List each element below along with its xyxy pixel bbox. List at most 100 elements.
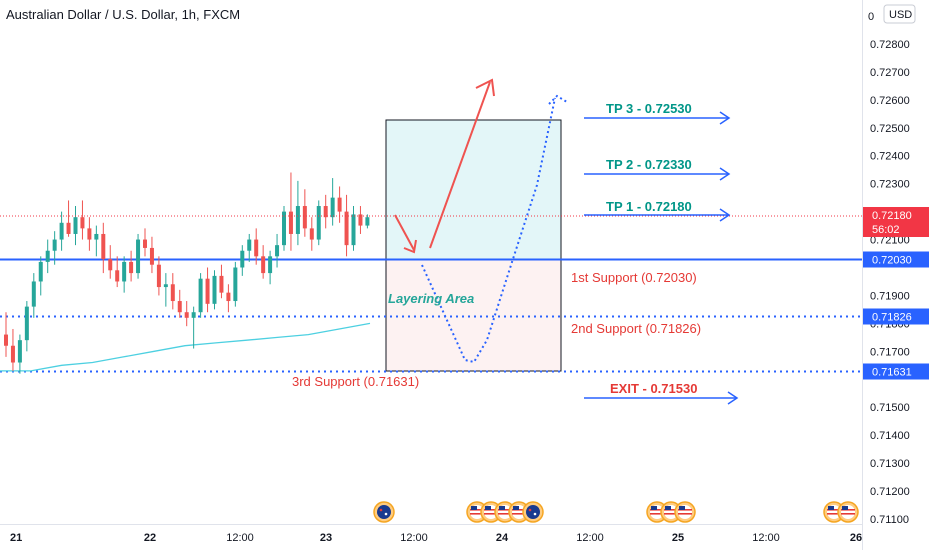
time-tick-label: 12:00 [226, 532, 254, 544]
candle-body [282, 211, 286, 246]
layering-area-label: Layering Area [388, 291, 474, 306]
ma-line [0, 322, 371, 372]
candle-body [129, 261, 134, 274]
tp1-arrow [584, 208, 731, 222]
tp2-arrow [584, 167, 731, 181]
price-tick-label: 0.72700 [870, 67, 910, 79]
time-tick-label: 12:00 [400, 532, 428, 544]
candle-body [59, 222, 64, 240]
candle-body [295, 206, 300, 234]
candle-body [149, 247, 154, 265]
support2-label: 2nd Support (0.71826) [571, 321, 701, 336]
price-tick-label: 0.71400 [870, 430, 910, 442]
candle-body [219, 275, 224, 293]
candle-body [233, 267, 238, 302]
rise-arrow-head [475, 78, 495, 97]
moving-average [0, 322, 371, 372]
candle-body [344, 211, 349, 246]
price-tick-label: 0.71200 [870, 486, 910, 498]
price-tick-label: 0.72600 [870, 95, 910, 107]
candle-body [163, 284, 168, 288]
level-price-tags: 0.72030 0.71826 0.71631 [863, 251, 929, 380]
symbol-title: Australian Dollar / U.S. Dollar, 1h, FXC… [6, 7, 240, 22]
support-levels [0, 258, 862, 373]
tp3-label: TP 3 - 0.72530 [606, 101, 692, 116]
candle-body [351, 214, 356, 246]
candle-body [337, 197, 342, 212]
candle-body [226, 292, 231, 302]
projected-path-head [548, 94, 568, 105]
time-tick-label: 26 [850, 532, 862, 544]
time-tick-label: 24 [496, 532, 509, 544]
time-tick-label: 12:00 [576, 532, 604, 544]
drop-arrow-head [403, 239, 417, 254]
time-axis[interactable]: 21 22 12:00 23 12:00 24 12:00 25 12:00 26 [10, 532, 862, 544]
candle-body [261, 256, 266, 274]
time-tick-label: 25 [672, 532, 684, 544]
candle-body [323, 206, 328, 218]
price-tick-label: 0.72500 [870, 123, 910, 135]
candle-body [212, 275, 217, 304]
exit-arrow [584, 391, 739, 405]
candle-body [66, 222, 71, 234]
currency-button[interactable] [883, 4, 916, 24]
candle-body [268, 256, 273, 274]
usd-flag-icon[interactable] [837, 501, 859, 523]
candle-body [177, 301, 182, 313]
candle-body [136, 239, 141, 274]
candle-body [316, 206, 321, 240]
price-tick-label: 0.71700 [870, 346, 910, 358]
candle-body [73, 217, 78, 234]
current-price-value: 0.72180 [872, 210, 912, 222]
level-tag-value: 0.72030 [872, 255, 912, 267]
candle-body [31, 281, 36, 307]
level-tag-bg [863, 251, 929, 268]
candle-body [365, 217, 370, 226]
candle-body [247, 239, 252, 251]
candle-body [254, 239, 259, 257]
candle-body [17, 340, 22, 363]
candle-body [101, 233, 106, 260]
candle-body [10, 345, 15, 363]
current-price-tag [863, 207, 929, 237]
price-tick-label: 0.72800 [870, 39, 910, 51]
level-tag-value: 0.71826 [872, 312, 912, 324]
candle-body [87, 228, 92, 240]
aud-flag-icon[interactable] [373, 501, 395, 523]
candle-body [94, 233, 99, 240]
level-tag-bg [863, 308, 929, 325]
candle-body [52, 239, 57, 251]
candle-body [240, 250, 245, 268]
time-tick-label: 22 [144, 532, 156, 544]
drop-arrow-line [394, 214, 415, 251]
tp3-arrow [584, 111, 731, 125]
candle-body [358, 214, 363, 226]
candle-body [275, 245, 280, 257]
candle-body [198, 278, 203, 313]
currency-label: USD [889, 9, 912, 21]
price-tick-label: 0.72300 [870, 179, 910, 191]
profit-zone-box [385, 119, 562, 261]
time-tick-label: 12:00 [752, 532, 780, 544]
candle-body [122, 261, 127, 282]
price-tick-label: 0.71500 [870, 402, 910, 414]
candle-body [184, 312, 189, 318]
candle-body [108, 259, 113, 271]
price-axis[interactable]: 0.72800 0.72700 0.72600 0.72500 0.72400 0.723… [870, 39, 910, 526]
aud-flag-icon[interactable] [522, 501, 544, 523]
candle-body [45, 250, 50, 262]
current-price-countdown: 56:02 [872, 224, 900, 236]
economic-event-flags[interactable] [373, 501, 859, 523]
candlesticks [4, 172, 370, 374]
candle-body [170, 284, 175, 302]
level-tag-value: 0.71631 [872, 367, 912, 379]
candle-body [302, 206, 307, 229]
price-axis-top-partial: 0 [868, 11, 874, 23]
usd-flag-icon[interactable] [674, 501, 696, 523]
candle-body [143, 239, 147, 248]
candle-body [191, 312, 196, 318]
time-tick-label: 21 [10, 532, 22, 544]
tp1-label: TP 1 - 0.72180 [606, 199, 692, 214]
exit-label: EXIT - 0.71530 [610, 381, 697, 396]
